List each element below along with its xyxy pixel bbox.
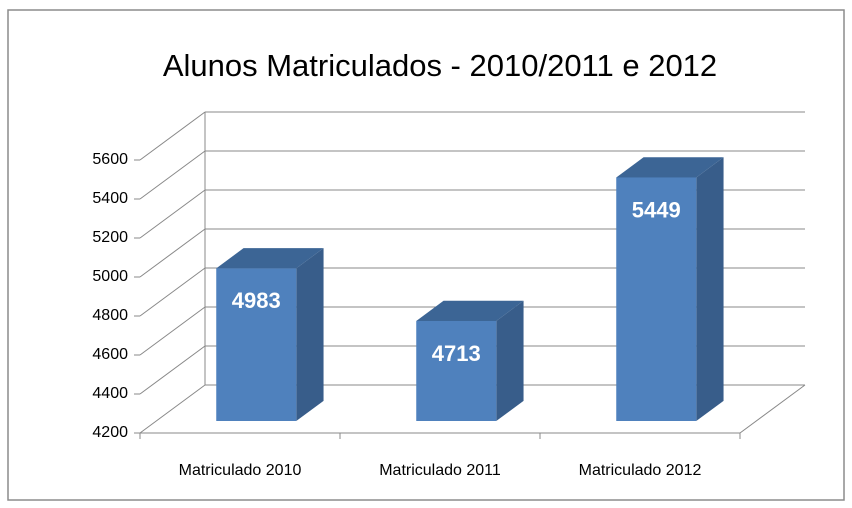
grid-line <box>139 267 206 317</box>
data-label: 4713 <box>432 341 481 366</box>
bar <box>416 320 497 421</box>
y-tick-label: 4600 <box>92 346 128 363</box>
x-tick-label: Matriculado 2011 <box>379 462 501 479</box>
data-label: 4983 <box>232 288 281 313</box>
bar <box>216 268 297 421</box>
bar-side <box>296 248 324 421</box>
grid-line <box>139 150 206 200</box>
bar <box>616 177 697 421</box>
bar-side <box>496 300 524 421</box>
y-tick-label: 5000 <box>92 268 128 285</box>
bar-top <box>616 157 724 178</box>
x-tick-label: Matriculado 2010 <box>179 462 302 479</box>
grid-line <box>139 111 206 161</box>
y-tick-label: 5600 <box>92 151 128 168</box>
grid-line <box>139 228 206 278</box>
y-tick-label: 4400 <box>92 385 128 402</box>
x-tick-label: Matriculado 2012 <box>579 462 702 479</box>
chart-title: Alunos Matriculados - 2010/2011 e 2012 <box>163 48 717 83</box>
y-tick-label: 5200 <box>92 229 128 246</box>
grid-line <box>139 306 206 356</box>
grid-line <box>139 345 206 395</box>
y-tick-label: 4200 <box>92 424 128 441</box>
data-label: 5449 <box>632 197 681 222</box>
floor-edge <box>739 384 806 434</box>
bar-top <box>416 300 524 321</box>
y-tick-label: 4800 <box>92 307 128 324</box>
grid-line <box>139 189 206 239</box>
bar-side <box>696 157 724 421</box>
y-tick-label: 5400 <box>92 190 128 207</box>
grid-line <box>139 384 206 434</box>
bar-top <box>216 248 324 269</box>
